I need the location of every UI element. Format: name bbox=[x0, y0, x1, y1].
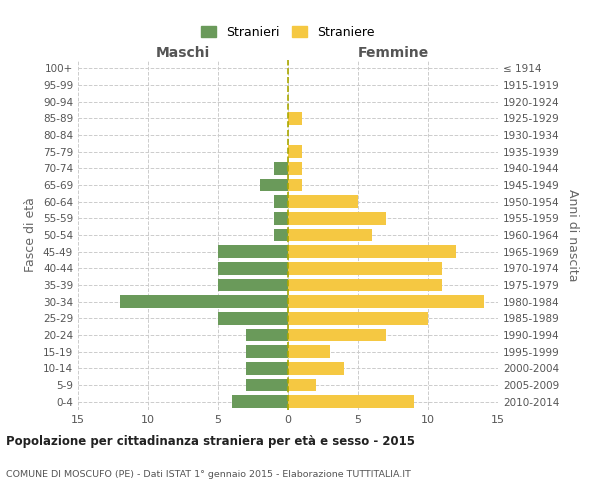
Text: Femmine: Femmine bbox=[358, 46, 428, 60]
Y-axis label: Fasce di età: Fasce di età bbox=[25, 198, 37, 272]
Legend: Stranieri, Straniere: Stranieri, Straniere bbox=[196, 21, 380, 44]
Bar bbox=[218, 279, 288, 291]
Bar bbox=[274, 196, 288, 208]
Bar bbox=[288, 146, 302, 158]
Text: Popolazione per cittadinanza straniera per età e sesso - 2015: Popolazione per cittadinanza straniera p… bbox=[6, 435, 415, 448]
Bar bbox=[246, 329, 288, 341]
Bar bbox=[260, 179, 288, 191]
Bar bbox=[120, 296, 288, 308]
Bar bbox=[218, 246, 288, 258]
Text: Maschi: Maschi bbox=[156, 46, 210, 60]
Bar bbox=[288, 296, 484, 308]
Bar bbox=[246, 346, 288, 358]
Text: COMUNE DI MOSCUFO (PE) - Dati ISTAT 1° gennaio 2015 - Elaborazione TUTTITALIA.IT: COMUNE DI MOSCUFO (PE) - Dati ISTAT 1° g… bbox=[6, 470, 411, 479]
Bar bbox=[274, 162, 288, 174]
Bar bbox=[288, 279, 442, 291]
Bar bbox=[218, 262, 288, 274]
Bar bbox=[274, 212, 288, 224]
Bar bbox=[274, 229, 288, 241]
Bar bbox=[232, 396, 288, 408]
Bar bbox=[288, 196, 358, 208]
Bar bbox=[288, 212, 386, 224]
Bar bbox=[288, 379, 316, 391]
Bar bbox=[288, 362, 344, 374]
Bar bbox=[288, 112, 302, 124]
Bar bbox=[246, 379, 288, 391]
Bar bbox=[288, 246, 456, 258]
Bar bbox=[288, 179, 302, 191]
Bar bbox=[288, 162, 302, 174]
Bar bbox=[288, 229, 372, 241]
Bar bbox=[288, 329, 386, 341]
Bar bbox=[288, 346, 330, 358]
Bar bbox=[246, 362, 288, 374]
Y-axis label: Anni di nascita: Anni di nascita bbox=[566, 188, 579, 281]
Bar bbox=[218, 312, 288, 324]
Bar bbox=[288, 396, 414, 408]
Bar bbox=[288, 312, 428, 324]
Bar bbox=[288, 262, 442, 274]
